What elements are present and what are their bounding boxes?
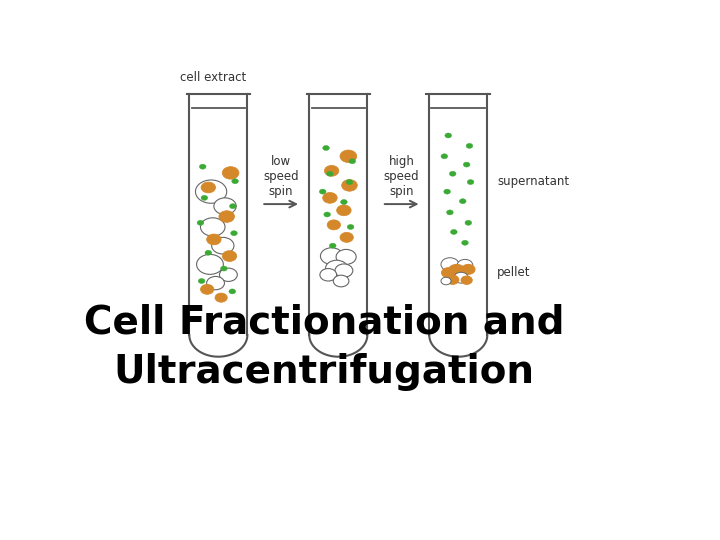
Circle shape xyxy=(195,180,227,203)
Circle shape xyxy=(215,293,228,302)
Circle shape xyxy=(465,220,472,225)
Circle shape xyxy=(327,171,333,176)
Circle shape xyxy=(462,240,468,245)
Circle shape xyxy=(197,220,204,225)
Circle shape xyxy=(335,264,353,277)
Circle shape xyxy=(230,231,238,235)
Circle shape xyxy=(220,268,238,281)
Circle shape xyxy=(467,180,474,185)
Circle shape xyxy=(320,189,326,194)
Text: low
speed
spin: low speed spin xyxy=(264,155,299,198)
Circle shape xyxy=(441,154,448,159)
Circle shape xyxy=(207,276,225,290)
Circle shape xyxy=(346,180,353,185)
Circle shape xyxy=(201,182,215,193)
Circle shape xyxy=(459,199,466,204)
Circle shape xyxy=(462,265,475,274)
Circle shape xyxy=(461,276,472,285)
Circle shape xyxy=(200,218,225,236)
Circle shape xyxy=(222,251,237,261)
Circle shape xyxy=(349,159,356,164)
Circle shape xyxy=(325,260,348,277)
Circle shape xyxy=(220,266,228,271)
Circle shape xyxy=(212,238,234,254)
Circle shape xyxy=(324,165,339,176)
Circle shape xyxy=(230,204,236,208)
Circle shape xyxy=(463,162,470,167)
Circle shape xyxy=(441,268,455,278)
Circle shape xyxy=(336,249,356,265)
Circle shape xyxy=(457,259,473,271)
Circle shape xyxy=(441,277,451,285)
Text: supernatant: supernatant xyxy=(498,175,570,188)
Circle shape xyxy=(445,133,451,138)
Text: high
speed
spin: high speed spin xyxy=(384,155,420,198)
Circle shape xyxy=(324,212,330,217)
Circle shape xyxy=(342,180,357,191)
Circle shape xyxy=(201,195,208,200)
Circle shape xyxy=(347,225,354,230)
Circle shape xyxy=(222,167,239,179)
Circle shape xyxy=(323,145,329,151)
Circle shape xyxy=(199,164,206,169)
Circle shape xyxy=(207,234,221,245)
Circle shape xyxy=(337,205,351,216)
Circle shape xyxy=(214,198,236,214)
Circle shape xyxy=(441,258,459,271)
Circle shape xyxy=(329,243,336,248)
Circle shape xyxy=(327,220,341,230)
Text: pellet: pellet xyxy=(498,266,531,279)
Text: cell extract: cell extract xyxy=(179,71,246,84)
Circle shape xyxy=(198,279,205,284)
Circle shape xyxy=(219,211,235,222)
Circle shape xyxy=(323,192,337,203)
Circle shape xyxy=(197,254,223,274)
Circle shape xyxy=(229,289,235,294)
Circle shape xyxy=(451,230,457,234)
Circle shape xyxy=(340,150,356,163)
Circle shape xyxy=(320,268,337,281)
Circle shape xyxy=(232,179,238,184)
Circle shape xyxy=(449,171,456,176)
Circle shape xyxy=(466,144,473,149)
Circle shape xyxy=(444,189,451,194)
Text: Ultracentrifugation: Ultracentrifugation xyxy=(114,354,535,391)
Circle shape xyxy=(340,232,354,242)
Circle shape xyxy=(446,275,459,285)
Circle shape xyxy=(449,265,465,277)
Circle shape xyxy=(446,210,454,215)
Circle shape xyxy=(205,250,212,255)
Circle shape xyxy=(200,285,214,294)
Circle shape xyxy=(341,199,347,205)
Circle shape xyxy=(454,272,468,283)
Circle shape xyxy=(333,275,349,287)
Text: Cell Fractionation and: Cell Fractionation and xyxy=(84,303,564,342)
Circle shape xyxy=(320,248,343,265)
